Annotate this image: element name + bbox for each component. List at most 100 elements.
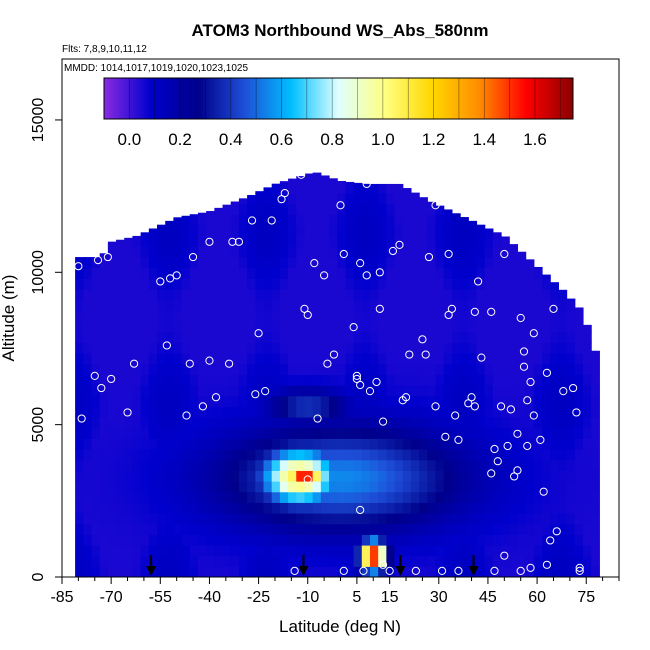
heatmap-cell xyxy=(304,374,314,386)
heatmap-cell xyxy=(476,331,486,343)
heatmap-cell xyxy=(99,534,109,546)
heatmap-cell xyxy=(410,267,420,279)
heatmap-cell xyxy=(197,385,207,397)
heatmap-cell xyxy=(451,555,461,567)
heatmap-cell xyxy=(574,307,584,311)
heatmap-cell xyxy=(460,566,469,577)
heatmap-cell xyxy=(222,310,232,322)
heatmap-cell xyxy=(378,385,387,397)
heatmap-cell xyxy=(329,331,338,343)
heatmap-cell xyxy=(247,214,256,226)
heatmap-cell xyxy=(427,267,437,279)
heatmap-cell xyxy=(197,481,207,493)
heatmap-cell xyxy=(542,299,551,311)
heatmap-cell xyxy=(345,331,355,343)
heatmap-cell xyxy=(484,459,494,471)
heatmap-cell xyxy=(271,310,281,322)
heatmap-cell xyxy=(116,278,125,290)
heatmap-cell xyxy=(255,566,265,577)
heatmap-cell xyxy=(263,203,273,215)
heatmap-cell xyxy=(288,513,297,525)
sample-point xyxy=(490,566,499,576)
heatmap-cell xyxy=(288,193,297,205)
heatmap-cell xyxy=(255,545,265,557)
heatmap-cell xyxy=(501,534,510,546)
heatmap-cell xyxy=(410,374,420,386)
heatmap-cell xyxy=(484,228,494,237)
heatmap-cell xyxy=(230,427,240,439)
heatmap-cell xyxy=(288,178,297,184)
heatmap-cell xyxy=(214,555,224,567)
heatmap-cell xyxy=(533,427,543,439)
heatmap-cell xyxy=(427,374,437,386)
heatmap-cell xyxy=(173,534,183,546)
heatmap-cell xyxy=(148,310,158,322)
heatmap-cell xyxy=(460,342,469,354)
sample-point xyxy=(523,441,532,451)
sample-point xyxy=(539,487,548,496)
heatmap-cell xyxy=(222,374,232,386)
heatmap-cell xyxy=(312,299,322,311)
heatmap-cell xyxy=(337,523,347,535)
heatmap-cell xyxy=(116,491,125,503)
heatmap-cell xyxy=(247,363,256,375)
heatmap-cell xyxy=(288,299,297,311)
heatmap-cell xyxy=(247,257,256,269)
heatmap-cell xyxy=(279,342,289,354)
heatmap-cell xyxy=(255,310,265,322)
heatmap-cell xyxy=(222,289,232,301)
heatmap-cell xyxy=(402,188,412,194)
heatmap-cell xyxy=(197,491,207,503)
heatmap-cell xyxy=(337,385,347,397)
heatmap-cell xyxy=(419,278,428,290)
heatmap-cell xyxy=(320,225,330,237)
heatmap-cell xyxy=(492,232,502,237)
heatmap-cell xyxy=(550,438,559,450)
heatmap-cell xyxy=(157,502,166,514)
heatmap-cell xyxy=(451,235,461,247)
heatmap-cell xyxy=(460,491,469,503)
heatmap-cell xyxy=(197,406,207,418)
heatmap-cell xyxy=(304,555,314,567)
heatmap-cell xyxy=(451,246,461,258)
heatmap-cell xyxy=(116,246,125,258)
heatmap-cell xyxy=(255,406,265,418)
heatmap-cell xyxy=(337,395,347,407)
heatmap-cell xyxy=(107,513,117,525)
heatmap-cell xyxy=(165,459,174,471)
heatmap-cell xyxy=(214,513,224,525)
heatmap-cell xyxy=(83,523,93,535)
heatmap-cell xyxy=(337,214,347,226)
down-arrow-marker xyxy=(298,555,309,576)
heatmap-cell xyxy=(91,566,101,577)
heatmap-cell xyxy=(99,555,109,567)
heatmap-cell xyxy=(501,395,510,407)
heatmap-cell xyxy=(468,395,478,407)
heatmap-cell xyxy=(83,427,93,439)
heatmap-cell xyxy=(116,427,125,439)
heatmap-cell xyxy=(148,427,158,439)
heatmap-cell xyxy=(230,502,240,514)
heatmap-cell xyxy=(468,459,478,471)
heatmap-cell xyxy=(427,523,437,535)
heatmap-cell xyxy=(312,406,322,418)
heatmap-cell xyxy=(476,289,486,301)
heatmap-cell xyxy=(402,417,412,429)
sample-point xyxy=(487,469,496,478)
heatmap-cell xyxy=(230,214,240,226)
heatmap-cell xyxy=(271,267,281,279)
sample-point xyxy=(77,414,86,423)
heatmap-cell xyxy=(91,299,101,311)
heatmap-cell xyxy=(517,342,527,354)
heatmap-cell xyxy=(451,545,461,557)
heatmap-cell xyxy=(263,406,273,418)
heatmap-cell xyxy=(91,310,101,322)
heatmap-cell xyxy=(247,502,256,514)
heatmap-cell xyxy=(550,481,559,493)
heatmap-cell xyxy=(173,342,183,354)
heatmap-cell xyxy=(238,523,248,535)
heatmap-cell xyxy=(247,299,256,311)
heatmap-cell xyxy=(484,289,494,301)
heatmap-cell xyxy=(312,267,322,279)
heatmap-cell xyxy=(214,417,224,429)
